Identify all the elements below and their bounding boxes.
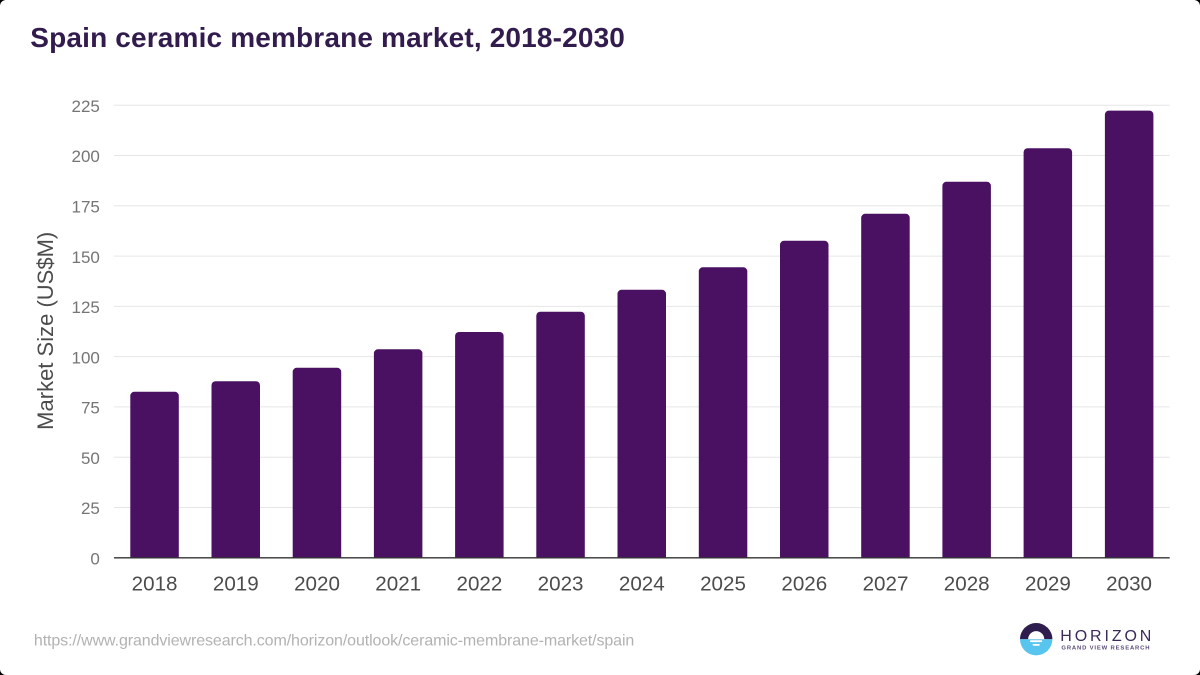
svg-text:HORIZON: HORIZON <box>1060 628 1154 645</box>
svg-text:100: 100 <box>72 348 100 367</box>
svg-text:125: 125 <box>72 298 100 317</box>
svg-text:https://www.grandviewresearch.: https://www.grandviewresearch.com/horizo… <box>34 632 634 649</box>
svg-text:2026: 2026 <box>781 572 827 595</box>
svg-text:2019: 2019 <box>213 572 259 595</box>
svg-text:GRAND VIEW RESEARCH: GRAND VIEW RESEARCH <box>1061 645 1150 651</box>
svg-text:2020: 2020 <box>294 572 340 595</box>
svg-text:150: 150 <box>72 248 100 267</box>
svg-text:50: 50 <box>81 449 100 468</box>
svg-text:175: 175 <box>72 198 100 217</box>
svg-text:2022: 2022 <box>456 572 502 595</box>
svg-text:200: 200 <box>72 147 100 166</box>
svg-text:225: 225 <box>72 97 100 116</box>
svg-text:2021: 2021 <box>375 572 421 595</box>
svg-text:2025: 2025 <box>700 572 746 595</box>
svg-text:25: 25 <box>81 499 100 518</box>
svg-text:0: 0 <box>90 550 99 569</box>
svg-text:2029: 2029 <box>1025 572 1071 595</box>
svg-text:2028: 2028 <box>944 572 990 595</box>
svg-text:2024: 2024 <box>619 572 665 595</box>
svg-text:75: 75 <box>81 399 100 418</box>
svg-text:2023: 2023 <box>538 572 584 595</box>
svg-text:2027: 2027 <box>863 572 909 595</box>
svg-text:Spain ceramic membrane market,: Spain ceramic membrane market, 2018-2030 <box>30 22 625 53</box>
svg-text:2030: 2030 <box>1106 572 1152 595</box>
svg-text:2018: 2018 <box>132 572 178 595</box>
svg-text:Market Size (US$M): Market Size (US$M) <box>33 232 58 430</box>
